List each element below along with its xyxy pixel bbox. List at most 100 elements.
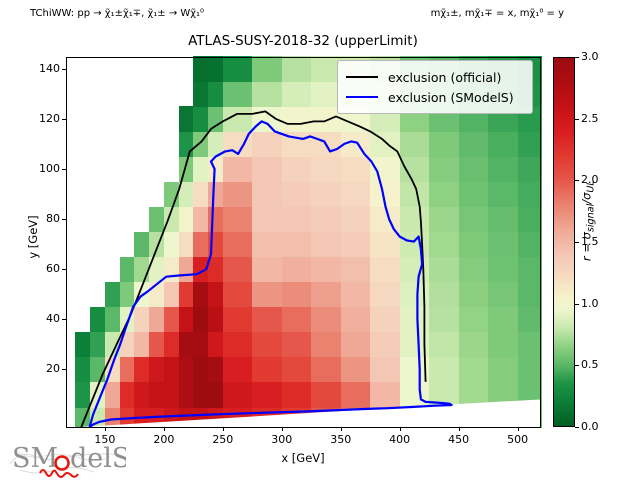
heatmap-cell: [193, 56, 209, 82]
heatmap-cell: [488, 356, 519, 383]
x-tick-label: 200: [153, 433, 175, 446]
heatmap-cell: [281, 356, 312, 383]
heatmap-cell: [222, 356, 253, 383]
heatmap-cell: [104, 281, 121, 308]
x-tick-label: 150: [94, 433, 116, 446]
heatmap-cell: [429, 381, 460, 408]
heatmap-cell: [222, 256, 253, 283]
heatmap-cell: [370, 356, 401, 383]
heatmap-cell: [429, 331, 460, 358]
heatmap-cell: [517, 156, 542, 183]
heatmap-cell: [252, 356, 283, 383]
heatmap-cell: [517, 256, 542, 283]
heatmap-cell: [311, 331, 342, 358]
heatmap-cell: [281, 231, 312, 258]
heatmap-cell: [311, 406, 342, 428]
heatmap-cell: [208, 106, 224, 132]
heatmap-cell: [458, 381, 489, 408]
colorbar-tick-label: 3.0: [581, 50, 599, 63]
heatmap-cell: [340, 231, 371, 258]
heatmap-cell: [488, 156, 519, 183]
heatmap-cell: [458, 206, 489, 233]
heatmap-cell: [488, 256, 519, 283]
heatmap-cell: [149, 306, 165, 333]
y-tick-label: 60: [46, 262, 60, 276]
heatmap-cell: [311, 181, 342, 208]
heatmap-cell: [134, 256, 150, 283]
heatmap-cell: [311, 381, 342, 408]
logo-text-dels: delS: [70, 443, 126, 474]
y-tick-label: 120: [39, 111, 60, 125]
heatmap-cell: [90, 406, 106, 428]
heatmap-cell: [222, 231, 253, 258]
heatmap-cell: [252, 181, 283, 208]
heatmap-cell: [488, 231, 519, 258]
heatmap-cell: [178, 106, 194, 132]
mass-plane-label: mχ̃₁±, mχ̃₁∓ = x, mχ̃₁⁰ = y: [430, 8, 564, 19]
heatmap-cell: [311, 56, 342, 82]
heatmap-cell: [517, 131, 542, 158]
heatmap-cell: [193, 106, 209, 132]
heatmap-cell: [163, 381, 180, 408]
legend: exclusion (official) exclusion (SModelS): [337, 60, 533, 114]
colorbar-label-prefix: r = σ: [579, 232, 594, 262]
heatmap-cell: [149, 381, 165, 408]
heatmap-cell: [517, 181, 542, 208]
heatmap-cell: [281, 206, 312, 233]
heatmap-cell: [252, 331, 283, 358]
heatmap-cell: [429, 181, 460, 208]
heatmap-cell: [119, 406, 135, 428]
heatmap-cell: [252, 406, 283, 428]
heatmap-cell: [340, 356, 371, 383]
heatmap-cell: [311, 131, 342, 158]
heatmap-cell: [149, 406, 165, 428]
heatmap-cell: [222, 331, 253, 358]
heatmap-cell: [311, 231, 342, 258]
x-tick-mark: [399, 427, 401, 431]
y-tick-mark: [62, 118, 66, 120]
heatmap-cell: [208, 206, 224, 233]
heatmap-cell: [208, 281, 224, 308]
heatmap-cell: [222, 281, 253, 308]
heatmap-cell: [370, 206, 401, 233]
heatmap-cell: [163, 306, 180, 333]
heatmap-cell: [488, 381, 519, 408]
heatmap-cell: [252, 206, 283, 233]
heatmap-cell: [149, 206, 165, 233]
heatmap-cell: [488, 281, 519, 308]
heatmap-cell: [104, 356, 121, 383]
x-tick-mark: [222, 427, 224, 431]
x-tick-mark: [163, 427, 165, 431]
logo-squiggle: [39, 469, 79, 478]
heatmap-cell: [311, 156, 342, 183]
heatmap-cell: [252, 231, 283, 258]
heatmap-cell: [193, 331, 209, 358]
heatmap-cell: [222, 406, 253, 428]
heatmap-cell: [399, 281, 430, 308]
heatmap-cell: [458, 156, 489, 183]
y-tick-mark: [62, 68, 66, 70]
heatmap-cell: [399, 181, 430, 208]
heatmap-cell: [252, 256, 283, 283]
heatmap-cell: [222, 381, 253, 408]
heatmap-cell: [281, 106, 312, 132]
heatmap-cell: [208, 356, 224, 383]
heatmap-cell: [90, 381, 106, 408]
heatmap-cell: [429, 256, 460, 283]
heatmap-cell: [193, 256, 209, 283]
heatmap-cell: [149, 331, 165, 358]
colorbar-label-sub1: signal: [585, 203, 597, 233]
heatmap-cell: [252, 106, 283, 132]
colorbar-tick-mark: [575, 427, 579, 428]
heatmap-cell: [399, 356, 430, 383]
heatmap-cell: [399, 206, 430, 233]
heatmap-cell: [281, 81, 312, 107]
heatmap-cell: [281, 381, 312, 408]
heatmap-cell: [149, 231, 165, 258]
heatmap-cell: [517, 281, 542, 308]
heatmap-cell: [281, 331, 312, 358]
heatmap-cell: [252, 281, 283, 308]
heatmap-cell: [222, 131, 253, 158]
legend-label-official: exclusion (official): [388, 69, 502, 85]
heatmap-cell: [193, 381, 209, 408]
